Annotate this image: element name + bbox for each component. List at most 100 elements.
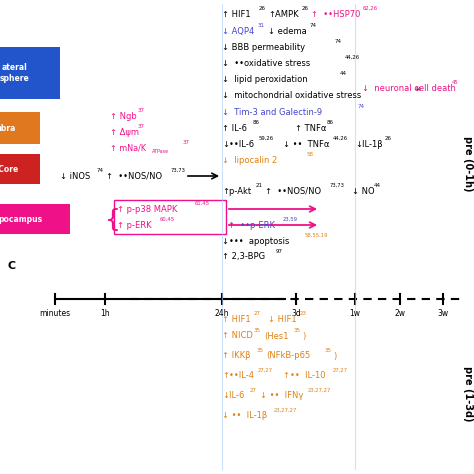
- Text: 23,59: 23,59: [283, 217, 298, 222]
- Text: 74: 74: [97, 168, 104, 173]
- Text: ↓ ••  TNFα: ↓ •• TNFα: [283, 139, 329, 148]
- Text: ↑ HIF1: ↑ HIF1: [222, 9, 251, 18]
- Text: 2w: 2w: [394, 309, 405, 318]
- Text: mbra: mbra: [0, 124, 16, 133]
- Text: ↓•••  apoptosis: ↓••• apoptosis: [222, 237, 289, 246]
- Text: 27: 27: [254, 311, 261, 316]
- Text: ↓ iNOS: ↓ iNOS: [60, 172, 90, 181]
- Text: 21: 21: [256, 183, 263, 188]
- Text: ↑ TNFα: ↑ TNFα: [295, 124, 327, 133]
- Text: 3d: 3d: [291, 309, 301, 318]
- Text: 23,27,27: 23,27,27: [308, 388, 331, 393]
- Text: ↓  Tim-3 and Galectin-9: ↓ Tim-3 and Galectin-9: [222, 108, 322, 117]
- Text: 60,45: 60,45: [160, 217, 175, 222]
- Text: pre (0-1h): pre (0-1h): [463, 136, 473, 192]
- Text: ↑ Δψm: ↑ Δψm: [110, 128, 139, 137]
- Text: ↑ HIF1: ↑ HIF1: [222, 315, 251, 323]
- Text: ↑ mNa/K: ↑ mNa/K: [110, 144, 146, 153]
- Text: 59,26: 59,26: [259, 136, 274, 141]
- Text: ↑••  IL-10: ↑•• IL-10: [283, 372, 326, 381]
- Text: 44,26: 44,26: [345, 55, 360, 60]
- Text: ↑  ••HSP70: ↑ ••HSP70: [311, 9, 360, 18]
- Text: ↓ BBB permeability: ↓ BBB permeability: [222, 43, 305, 52]
- Text: 74: 74: [310, 23, 317, 28]
- Text: 35: 35: [257, 348, 264, 353]
- Text: ↓IL-1β: ↓IL-1β: [355, 139, 383, 148]
- Text: ↑ p-p38 MAPK: ↑ p-p38 MAPK: [117, 204, 177, 213]
- Text: ↓  neuronal cell death: ↓ neuronal cell death: [362, 83, 456, 92]
- Text: ↑ Ngb: ↑ Ngb: [110, 111, 137, 120]
- Text: ↓  lipocalin 2: ↓ lipocalin 2: [222, 155, 277, 164]
- Text: minutes: minutes: [39, 309, 71, 318]
- Text: 1h: 1h: [100, 309, 110, 318]
- Text: 58,55,19: 58,55,19: [305, 233, 328, 238]
- Text: ↓ edema: ↓ edema: [268, 27, 307, 36]
- Bar: [0, 204, 70, 234]
- Text: 44,26: 44,26: [333, 136, 348, 141]
- Text: 74: 74: [335, 39, 342, 44]
- Text: 45: 45: [452, 80, 459, 85]
- Text: 86: 86: [253, 120, 260, 125]
- Text: ↑ 2,3-BPG: ↑ 2,3-BPG: [222, 253, 265, 262]
- Text: ↑  ••NOS/NO: ↑ ••NOS/NO: [265, 186, 321, 195]
- Text: 23: 23: [300, 311, 307, 316]
- Text: 37: 37: [138, 124, 145, 129]
- Text: 73,73: 73,73: [171, 168, 186, 173]
- Text: 24h: 24h: [215, 309, 229, 318]
- Text: 27: 27: [250, 388, 257, 393]
- Bar: [0, 154, 40, 184]
- Text: 26: 26: [385, 136, 392, 141]
- Text: ): ): [333, 352, 336, 361]
- Text: ↑ IL-6: ↑ IL-6: [222, 124, 247, 133]
- Text: ↑ NICD: ↑ NICD: [222, 331, 253, 340]
- Text: ↑p-Akt: ↑p-Akt: [222, 186, 251, 195]
- Text: (Hes1: (Hes1: [264, 331, 289, 340]
- Text: 73,73: 73,73: [330, 183, 345, 188]
- Text: 26: 26: [302, 6, 309, 11]
- Text: pre (1-3d): pre (1-3d): [463, 366, 473, 422]
- Text: ↑ IKKβ: ↑ IKKβ: [222, 352, 250, 361]
- Bar: [0, 112, 40, 144]
- Text: 35: 35: [325, 348, 332, 353]
- Text: ↑ p-ERK: ↑ p-ERK: [117, 220, 152, 229]
- Text: 3w: 3w: [438, 309, 448, 318]
- Text: 31: 31: [258, 23, 265, 28]
- Text: 58: 58: [307, 152, 314, 157]
- Text: ↓ HIF1: ↓ HIF1: [268, 315, 297, 323]
- Text: ↑  ••NOS/NO: ↑ ••NOS/NO: [106, 172, 162, 181]
- Text: t Core: t Core: [0, 164, 18, 173]
- Text: 44: 44: [340, 71, 347, 76]
- Text: ATPase: ATPase: [152, 148, 169, 154]
- Text: ): ): [302, 331, 305, 340]
- Bar: [114, 200, 226, 234]
- Text: {: {: [105, 208, 121, 232]
- Text: 44: 44: [415, 87, 422, 92]
- Text: ↑AMPK: ↑AMPK: [268, 9, 299, 18]
- Text: ↓ NO: ↓ NO: [352, 186, 374, 195]
- Text: 37: 37: [183, 140, 190, 145]
- Text: (NFkB-p65: (NFkB-p65: [266, 352, 310, 361]
- Text: ↓  lipid peroxidation: ↓ lipid peroxidation: [222, 74, 308, 83]
- Text: ↓ ••  IL-1β: ↓ •• IL-1β: [222, 411, 267, 420]
- Text: 27,27: 27,27: [333, 368, 348, 373]
- Text: ↓  mitochondrial oxidative stress: ↓ mitochondrial oxidative stress: [222, 91, 361, 100]
- Text: 1w: 1w: [349, 309, 361, 318]
- Text: 74: 74: [358, 104, 365, 109]
- Bar: [0, 47, 60, 99]
- Text: ↓ ••  IFNγ: ↓ •• IFNγ: [260, 392, 303, 401]
- Text: ↓••IL-6: ↓••IL-6: [222, 139, 254, 148]
- Text: C: C: [8, 261, 16, 271]
- Text: 26: 26: [259, 6, 266, 11]
- Text: ↑••IL-4: ↑••IL-4: [222, 372, 254, 381]
- Text: ↓ AQP4: ↓ AQP4: [222, 27, 254, 36]
- Text: 44: 44: [374, 183, 381, 188]
- Text: 86: 86: [327, 120, 334, 125]
- Text: ↓  ••oxidative stress: ↓ ••oxidative stress: [222, 58, 310, 67]
- Text: 61,45: 61,45: [195, 201, 210, 206]
- Text: pocampus: pocampus: [0, 215, 42, 224]
- Text: ↓IL-6: ↓IL-6: [222, 392, 245, 401]
- Text: 37: 37: [138, 108, 145, 113]
- Text: ↑  ••p-ERK: ↑ ••p-ERK: [228, 220, 275, 229]
- Text: 35: 35: [254, 328, 261, 333]
- Text: 27,27: 27,27: [258, 368, 273, 373]
